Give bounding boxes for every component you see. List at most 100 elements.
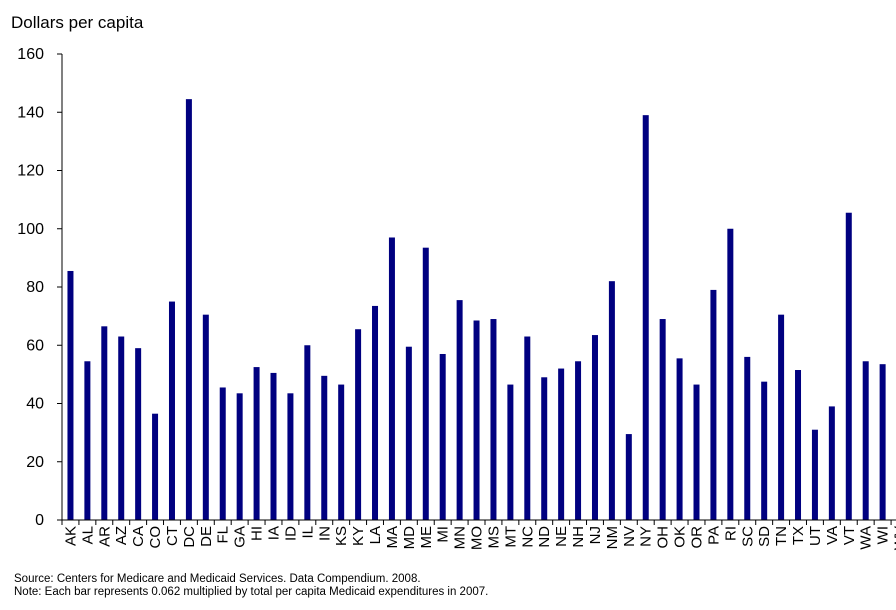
x-tick-label-tx: TX	[790, 526, 807, 545]
y-axis-label: Dollars per capita	[11, 13, 144, 32]
bar-mt	[507, 384, 514, 520]
x-tick-label-dc: DC	[181, 526, 198, 548]
x-tick-label-ar: AR	[96, 526, 113, 547]
x-tick-label-ok: OK	[672, 526, 689, 548]
bar-sd	[761, 381, 768, 520]
x-tick-label-nv: NV	[621, 526, 638, 547]
y-tick-label: 0	[35, 512, 44, 529]
x-tick-label-ks: KS	[333, 526, 350, 546]
bar-az	[118, 336, 125, 520]
x-tick-label-or: OR	[689, 526, 706, 549]
bar-ia	[270, 372, 277, 520]
x-tick-label-ca: CA	[130, 526, 147, 547]
bar-de	[202, 314, 209, 520]
source-note: Source: Centers for Medicare and Medicai…	[14, 573, 421, 585]
bar-oh	[659, 319, 666, 520]
bar-mn	[456, 300, 463, 520]
bar-ak	[67, 270, 74, 520]
bar-mo	[473, 320, 480, 520]
bar-fl	[219, 387, 226, 520]
x-tick-label-nc: NC	[519, 526, 536, 548]
x-tick-label-mt: MT	[502, 526, 519, 548]
bar-mi	[439, 353, 446, 520]
x-tick-label-tn: TN	[773, 526, 790, 546]
bar-co	[152, 413, 159, 520]
bar-ga	[236, 393, 243, 520]
x-tick-label-nm: NM	[604, 526, 621, 549]
x-tick-label-me: ME	[418, 526, 435, 549]
note-text: Note: Each bar represents 0.062 multipli…	[14, 586, 489, 598]
x-tick-label-wv: WV	[892, 526, 896, 550]
bar-nm	[608, 281, 615, 520]
bar-hi	[253, 367, 260, 520]
bar-la	[372, 305, 379, 520]
bar-ma	[388, 237, 395, 521]
y-tick-label: 100	[17, 221, 44, 238]
x-tick-label-nj: NJ	[587, 526, 604, 544]
bar-ut	[811, 429, 818, 520]
x-tick-label-in: IN	[316, 526, 333, 541]
x-tick-label-id: ID	[282, 526, 299, 541]
x-tick-label-ga: GA	[232, 526, 249, 548]
x-tick-label-ct: CT	[164, 526, 181, 546]
x-tick-label-wa: WA	[858, 526, 875, 550]
x-tick-label-ut: UT	[807, 526, 824, 546]
bar-md	[405, 346, 412, 520]
bar-dc	[185, 99, 192, 520]
y-tick-label: 60	[26, 337, 44, 354]
bar-ok	[676, 358, 683, 520]
x-tick-label-mo: MO	[469, 526, 486, 550]
y-tick-label: 80	[26, 279, 44, 296]
y-tick-label: 40	[26, 396, 44, 413]
bar-or	[693, 384, 700, 520]
bar-ca	[135, 348, 142, 520]
y-tick-label: 160	[17, 46, 44, 63]
x-tick-label-la: LA	[367, 526, 384, 544]
x-tick-label-oh: OH	[655, 526, 672, 549]
bar-al	[84, 361, 91, 520]
bar-pa	[710, 289, 717, 520]
bar-ct	[168, 301, 175, 520]
bar-sc	[744, 356, 751, 520]
x-tick-label-sd: SD	[756, 526, 773, 547]
bar-ks	[338, 384, 345, 520]
bar-ar	[101, 326, 108, 520]
y-tick-label: 20	[26, 454, 44, 471]
bar-nd	[541, 377, 548, 520]
x-tick-label-al: AL	[79, 526, 96, 544]
x-tick-label-wi: WI	[875, 526, 892, 544]
bar-ne	[558, 368, 565, 520]
bar-il	[304, 345, 311, 520]
x-tick-label-ne: NE	[553, 526, 570, 547]
x-tick-label-ia: IA	[266, 526, 283, 540]
bar-nh	[575, 361, 582, 520]
bar-in	[321, 375, 328, 520]
bar-wi	[879, 364, 886, 520]
y-tick-label: 120	[17, 163, 44, 180]
x-tick-label-ky: KY	[350, 526, 367, 546]
x-tick-label-co: CO	[147, 526, 164, 549]
x-tick-label-mn: MN	[452, 526, 469, 549]
bar-nc	[524, 336, 531, 520]
bar-nj	[591, 335, 598, 520]
x-tick-label-il: IL	[299, 526, 316, 539]
x-tick-label-mi: MI	[435, 526, 452, 543]
bar-nv	[625, 434, 632, 520]
bar-tx	[795, 370, 802, 520]
x-tick-label-ma: MA	[384, 526, 401, 549]
x-tick-label-vt: VT	[841, 526, 858, 545]
bar-ny	[642, 115, 649, 520]
bar-ky	[355, 329, 362, 520]
bar-ri	[727, 228, 734, 520]
x-tick-label-hi: HI	[249, 526, 266, 541]
x-tick-label-nh: NH	[570, 526, 587, 548]
bar-me	[422, 247, 429, 520]
x-tick-label-ny: NY	[638, 526, 655, 547]
x-tick-label-fl: FL	[215, 526, 232, 544]
bar-va	[828, 406, 835, 520]
y-tick-label: 140	[17, 104, 44, 121]
bar-wa	[862, 361, 869, 520]
x-tick-label-sc: SC	[739, 526, 756, 547]
